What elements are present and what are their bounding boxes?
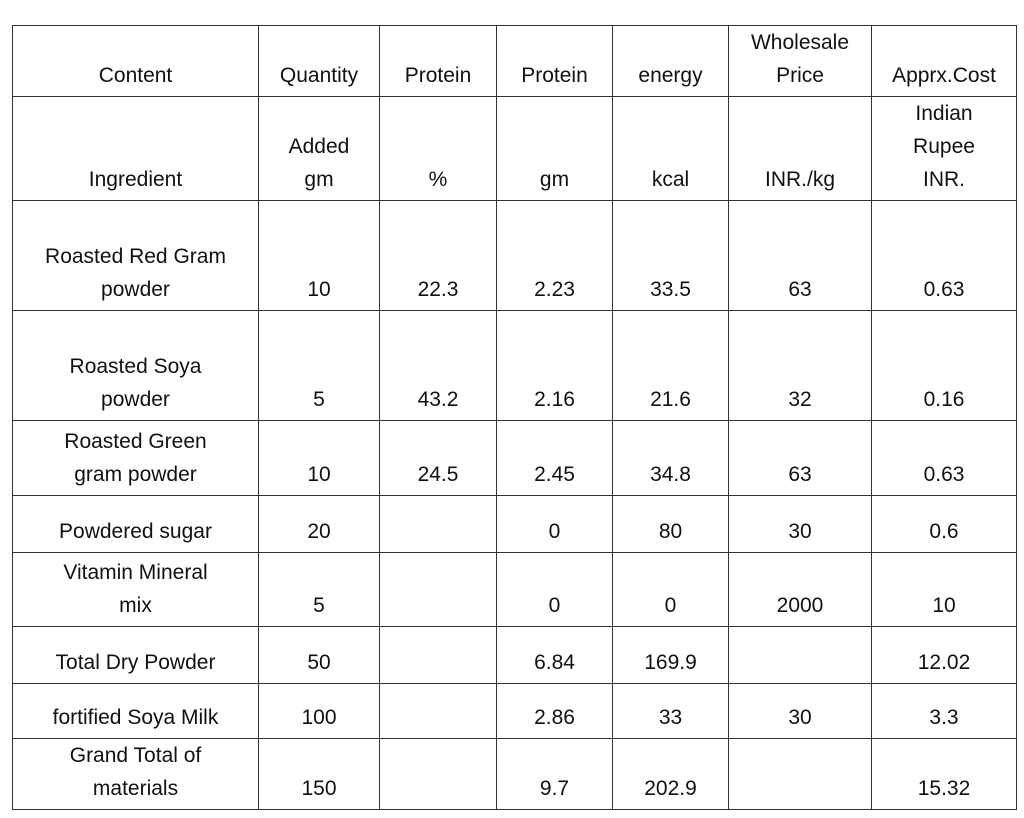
table-cell [728, 738, 872, 810]
table-row: fortified Soya Milk 100 2.86 33 30 3.3 [12, 683, 1017, 739]
table-cell: 80 [612, 495, 729, 553]
table-cell: 63 [728, 200, 872, 311]
table-cell: 33.5 [612, 200, 729, 311]
table-cell: 22.3 [379, 200, 497, 311]
table-cell: Roasted Soya powder [12, 310, 259, 421]
table-cell [728, 626, 872, 684]
table-cell: 21.6 [612, 310, 729, 421]
header-cell: gm [496, 96, 613, 201]
table-cell: 2.45 [496, 420, 613, 496]
table-cell: 30 [728, 495, 872, 553]
table-cell: 9.7 [496, 738, 613, 810]
table-cell: 2.23 [496, 200, 613, 311]
table-cell: 10 [258, 420, 380, 496]
table-cell: 34.8 [612, 420, 729, 496]
header-cell: Wholesale Price [728, 25, 872, 97]
table-cell [379, 738, 497, 810]
table-cell: 12.02 [871, 626, 1017, 684]
table-cell: Roasted Green gram powder [12, 420, 259, 496]
table-cell: 43.2 [379, 310, 497, 421]
header-cell: Ingredient [12, 96, 259, 201]
table-row: Total Dry Powder 50 6.84 169.9 12.02 [12, 626, 1017, 684]
table-cell: 6.84 [496, 626, 613, 684]
table-row: Roasted Soya powder 5 43.2 2.16 21.6 32 0.16 [12, 310, 1017, 421]
table-cell: Roasted Red Gram powder [12, 200, 259, 311]
table-cell [379, 495, 497, 553]
table-cell: 0 [612, 552, 729, 627]
table-cell: 0.6 [871, 495, 1017, 553]
table-cell: 50 [258, 626, 380, 684]
header-row: Ingredient Added gm% gm kcal INR./kg Indian R… [12, 96, 1017, 201]
table-cell: 2.16 [496, 310, 613, 421]
table-cell: 0 [496, 552, 613, 627]
header-cell: INR./kg [728, 96, 872, 201]
table-cell: 2000 [728, 552, 872, 627]
header-cell: Content [12, 25, 259, 97]
table-cell: 10 [258, 200, 380, 311]
header-cell: Quantity [258, 25, 380, 97]
table-cell: 0.63 [871, 200, 1017, 311]
header-cell: Indian Rupee INR. [871, 96, 1017, 201]
table-cell: 0 [496, 495, 613, 553]
table-cell: 5 [258, 552, 380, 627]
header-cell: Added gm [258, 96, 380, 201]
header-cell: Apprx.Cost [871, 25, 1017, 97]
table-cell: 32 [728, 310, 872, 421]
header-cell: Protein [496, 25, 613, 97]
table-row: Roasted Green gram powder 10 24.5 2.45 34.8 6… [12, 420, 1017, 496]
table-cell: 63 [728, 420, 872, 496]
table-cell: Grand Total of materials [12, 738, 259, 810]
table-cell: 2.86 [496, 683, 613, 739]
table-cell: Vitamin Mineral mix [12, 552, 259, 627]
table-cell [379, 626, 497, 684]
table-cell: 202.9 [612, 738, 729, 810]
table-cell: fortified Soya Milk [12, 683, 259, 739]
table-cell: 24.5 [379, 420, 497, 496]
ingredient-cost-table: Content Quantity Protein Protein energy Whole… [12, 25, 1017, 810]
table-cell: 20 [258, 495, 380, 553]
header-cell: energy [612, 25, 729, 97]
table-cell: 10 [871, 552, 1017, 627]
table-cell: 169.9 [612, 626, 729, 684]
table-cell: 33 [612, 683, 729, 739]
table-row: Powdered sugar 20 0 80 30 0.6 [12, 495, 1017, 553]
header-cell: kcal [612, 96, 729, 201]
table-cell: 5 [258, 310, 380, 421]
table-cell: Total Dry Powder [12, 626, 259, 684]
table-cell: 30 [728, 683, 872, 739]
table-cell: 15.32 [871, 738, 1017, 810]
table-cell: 100 [258, 683, 380, 739]
table-row: Roasted Red Gram powder 10 22.3 2.23 33.5 63 0… [12, 200, 1017, 311]
table-cell: 3.3 [871, 683, 1017, 739]
table-row: Vitamin Mineral mix 5 0 0 2000 10 [12, 552, 1017, 627]
table-cell [379, 552, 497, 627]
table-cell [379, 683, 497, 739]
table-cell: 0.16 [871, 310, 1017, 421]
header-cell: % [379, 96, 497, 201]
header-cell: Protein [379, 25, 497, 97]
table-row: Grand Total of materials 150 9.7 202.9 15.32 [12, 738, 1017, 810]
table-cell: Powdered sugar [12, 495, 259, 553]
table-cell: 0.63 [871, 420, 1017, 496]
header-row: Content Quantity Protein Protein energy Whole… [12, 25, 1017, 97]
table-cell: 150 [258, 738, 380, 810]
